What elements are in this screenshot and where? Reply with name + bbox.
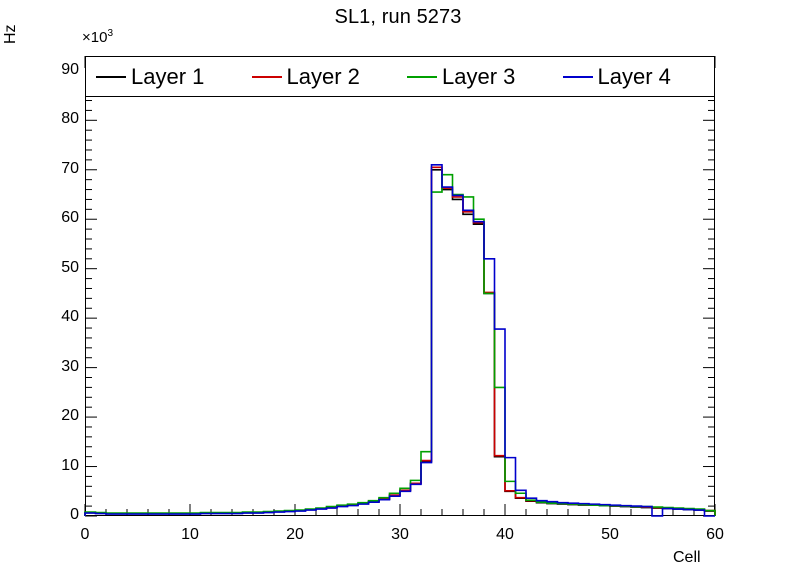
legend-color-swatch <box>407 75 437 78</box>
legend-label: Layer 3 <box>442 63 516 89</box>
y-tick-label: 0 <box>70 506 79 523</box>
y-tick-label: 80 <box>61 110 79 128</box>
x-tick-label: 30 <box>391 526 409 543</box>
legend-label: Layer 1 <box>131 63 205 89</box>
y-tick-label: 10 <box>61 456 79 474</box>
plot-frame <box>85 56 715 516</box>
chart-title: SL1, run 5273 <box>334 6 462 28</box>
series-line-layer-3 <box>84 173 716 516</box>
legend-entry-3[interactable]: Layer 3 <box>397 63 553 89</box>
y-axis-exponent-power: 3 <box>107 28 114 39</box>
y-tick-label: 90 <box>61 60 79 78</box>
x-tick-label: 0 <box>80 526 90 543</box>
legend-entry-2[interactable]: Layer 2 <box>242 63 398 89</box>
y-tick-label: 70 <box>61 159 79 177</box>
y-axis-exponent: ×103 <box>82 28 113 46</box>
legend-label: Layer 2 <box>286 63 360 89</box>
series-line-layer-2 <box>84 166 716 516</box>
y-tick-label: 60 <box>61 209 79 227</box>
x-tick-label: 50 <box>601 526 619 543</box>
y-tick-label: 30 <box>61 357 79 375</box>
series-line-layer-4 <box>84 164 715 517</box>
y-axis-exponent-mantissa: ×10 <box>82 29 108 46</box>
x-tick-label: 40 <box>496 526 514 543</box>
legend-entry-1[interactable]: Layer 1 <box>92 63 242 89</box>
legend-label: Layer 4 <box>597 63 671 89</box>
x-axis-title: Cell <box>673 549 701 566</box>
legend-entry-4[interactable]: Layer 4 <box>553 63 709 89</box>
legend-color-swatch <box>96 75 126 78</box>
legend-color-swatch <box>562 75 593 78</box>
legend: Layer 1 Layer 2 Layer 3 Layer 4 <box>85 56 715 97</box>
legend-color-swatch <box>251 75 282 78</box>
x-tick-label: 10 <box>181 526 199 543</box>
series-line-layer-1 <box>84 168 716 516</box>
x-tick-label: 20 <box>286 526 304 543</box>
y-tick-label: 50 <box>61 258 79 276</box>
x-tick-label: 60 <box>706 526 724 543</box>
y-tick-label: 40 <box>61 308 79 326</box>
y-tick-label: 20 <box>61 407 79 425</box>
